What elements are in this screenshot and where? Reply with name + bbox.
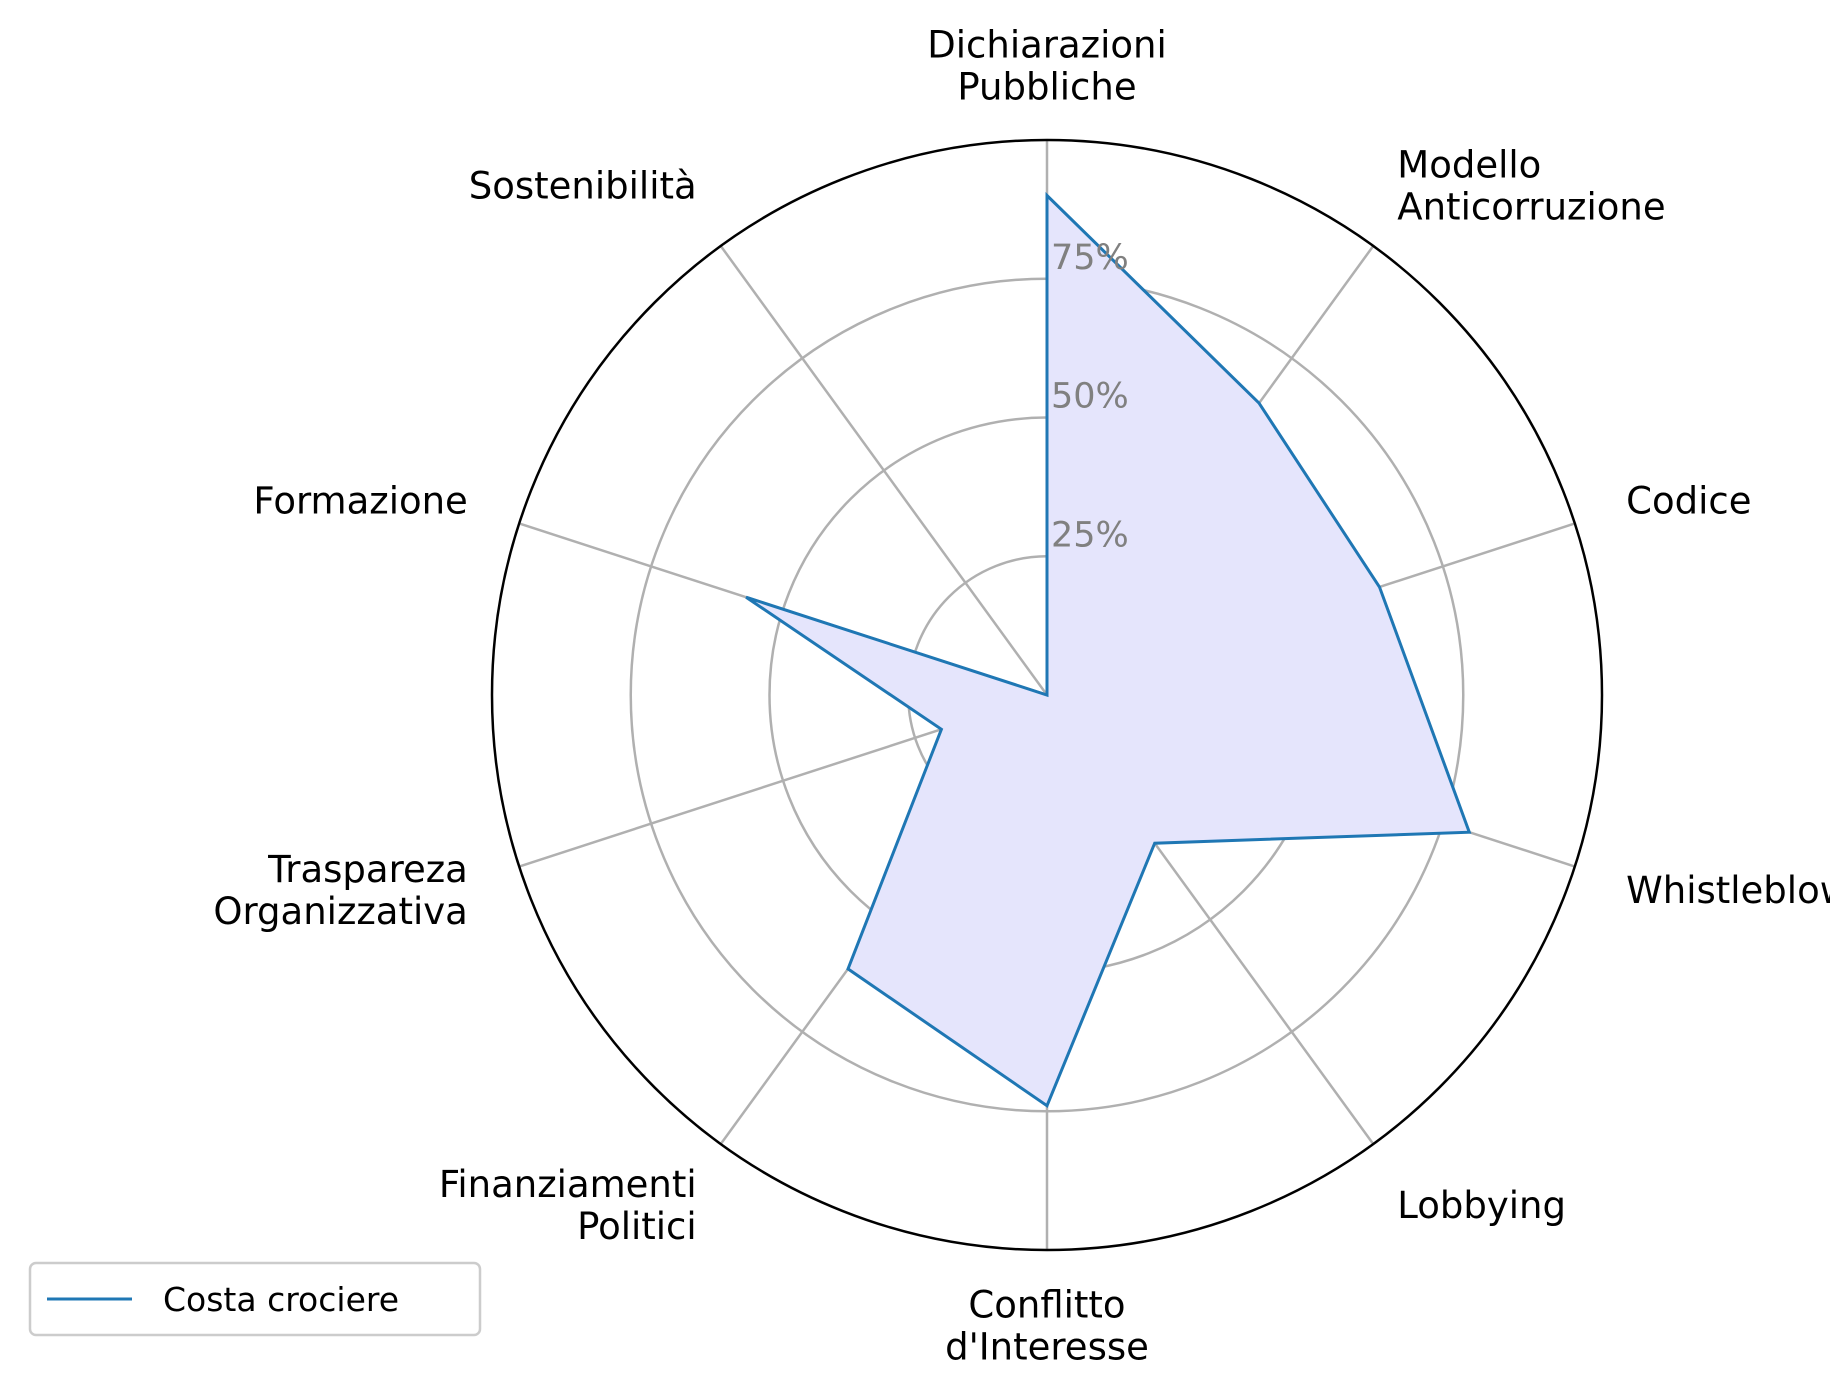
category-label: Conflitto d'Interesse: [945, 1283, 1149, 1368]
legend-label: Costa crociere: [163, 1280, 399, 1319]
category-label: Traspareza Organizzativa: [213, 848, 467, 933]
category-label: Dichiarazioni Pubbliche: [927, 23, 1166, 108]
category-label: Lobbying: [1397, 1184, 1566, 1227]
grid-spoke: [719, 245, 1049, 696]
outer-frame: [490, 138, 1604, 1252]
category-labels: Dichiarazioni Pubbliche Modello Anticorruzi…: [213, 23, 1830, 1368]
category-label: Whistleblowing: [1626, 869, 1830, 912]
data-layer: [745, 191, 1472, 1108]
radial-tick-label: 50%: [1051, 377, 1129, 417]
radial-ticks: 25% 50% 75%: [1051, 238, 1129, 556]
legend: Costa crociere: [28, 1261, 482, 1337]
radial-tick-label: 25%: [1051, 515, 1129, 555]
frame: [490, 138, 1604, 1252]
legend-box: [28, 1261, 482, 1337]
category-label: Modello Anticorruzione: [1397, 144, 1665, 229]
series-area: [746, 195, 1470, 1106]
radial-tick-label: 75%: [1051, 238, 1129, 278]
category-label: Finanziamenti Politici: [439, 1163, 697, 1248]
category-label: Formazione: [253, 480, 467, 523]
category-label: Codice: [1626, 480, 1751, 523]
category-label: Sostenibilità: [469, 165, 697, 208]
